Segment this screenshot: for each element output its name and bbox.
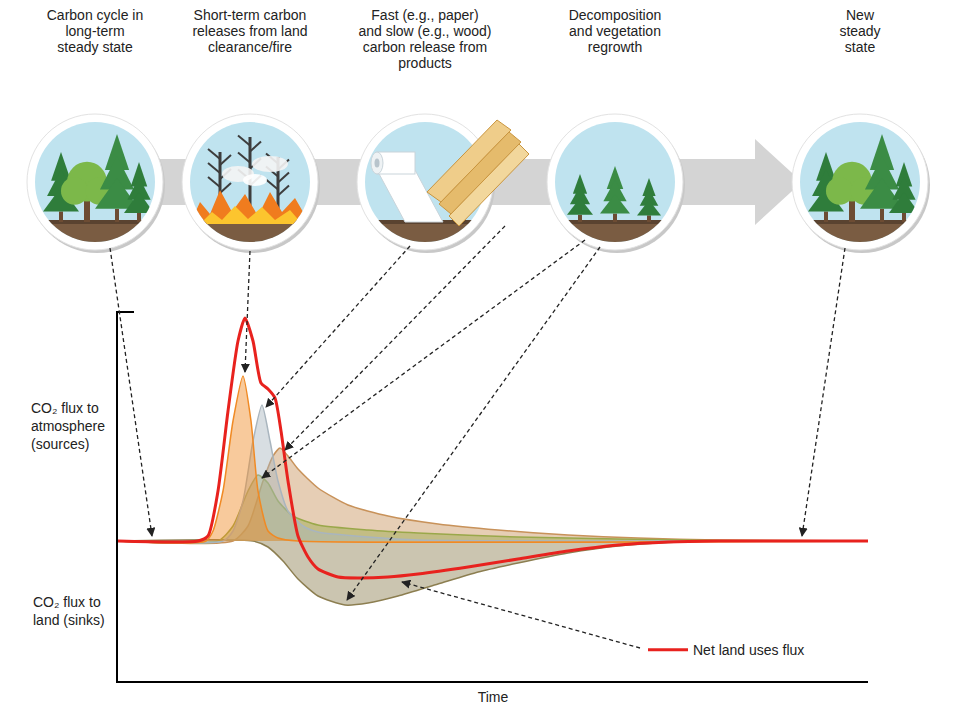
svg-text:CO₂ flux toatmosphere(sources): CO₂ flux toatmosphere(sources) [31, 400, 105, 452]
svg-text:Carbon cycle inlong-termsteady: Carbon cycle inlong-termsteady state [47, 7, 144, 55]
svg-text:Decompositionand vegetationreg: Decompositionand vegetationregrowth [569, 7, 662, 55]
svg-text:CO₂ flux toland (sinks): CO₂ flux toland (sinks) [33, 594, 105, 628]
svg-text:Net land uses flux: Net land uses flux [693, 642, 804, 658]
svg-text:Time: Time [478, 689, 509, 705]
svg-text:Newsteadystate: Newsteadystate [839, 7, 880, 55]
svg-text:Short-term carbonreleases from: Short-term carbonreleases from landclear… [192, 7, 307, 55]
svg-text:Fast (e.g., paper)and slow (e.: Fast (e.g., paper)and slow (e.g., wood)c… [358, 7, 491, 71]
